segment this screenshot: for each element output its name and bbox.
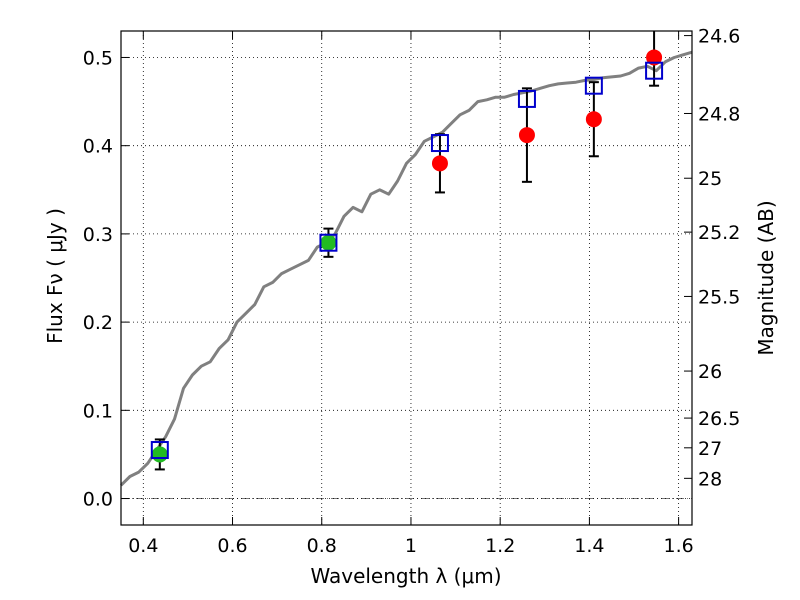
y2-tick-label: 24.8 [698, 103, 740, 125]
observed-point-red [518, 127, 535, 144]
y-axis-title: Flux Fν ( μJy ) [43, 208, 67, 344]
x-tick-label: 1.4 [574, 535, 604, 557]
observed-point-red [431, 155, 448, 172]
x-tick-label: 1.6 [664, 535, 694, 557]
observed-point-red [646, 49, 663, 66]
y-tick-label: 0.2 [83, 312, 113, 334]
observed-point-red [585, 111, 602, 128]
y-tick-label: 0.5 [83, 47, 113, 69]
x-tick-label: 0.8 [307, 535, 337, 557]
model-photometry-square [645, 61, 664, 80]
y2-tick-label: 28 [698, 468, 722, 490]
y2-axis-title: Magnitude (AB) [754, 200, 778, 355]
observed-point-green [151, 446, 168, 463]
observed-point-green [320, 234, 337, 251]
model-photometry-square [517, 89, 536, 108]
y2-tick-label: 24.6 [698, 26, 740, 48]
model-photometry-square [150, 441, 169, 460]
y2-tick-label: 25.2 [698, 222, 740, 244]
y2-tick-label: 25.5 [698, 286, 740, 308]
x-tick-label: 1.2 [485, 535, 515, 557]
y-tick-label: 0.3 [83, 224, 113, 246]
y-tick-label: 0.0 [83, 489, 113, 511]
model-photometry-square [430, 134, 449, 153]
x-tick-label: 0.6 [217, 535, 247, 557]
series [119, 31, 693, 487]
y2-tick-label: 26.5 [698, 408, 740, 430]
y-tick-label: 0.4 [83, 136, 113, 158]
x-axis-title: Wavelength λ (μm) [310, 564, 501, 588]
plot-border [120, 30, 693, 526]
y2-tick-label: 27 [698, 438, 722, 460]
plot-frame [120, 30, 693, 526]
grid [121, 31, 692, 525]
axis-ticks: 0.4 0.6 0.8 1 1.2 1.4 1.6 0.0 0.1 0.2 0.3 0.4 0.5 24.… [83, 26, 741, 557]
model-photometry-square [319, 233, 338, 252]
y2-tick-label: 25 [698, 168, 722, 190]
model-spectrum-line [119, 50, 693, 487]
x-tick-label: 0.4 [128, 535, 158, 557]
y2-tick-label: 26 [698, 361, 722, 383]
y-tick-label: 0.1 [83, 400, 113, 422]
x-tick-label: 1 [405, 535, 417, 557]
model-photometry-square [584, 76, 603, 95]
